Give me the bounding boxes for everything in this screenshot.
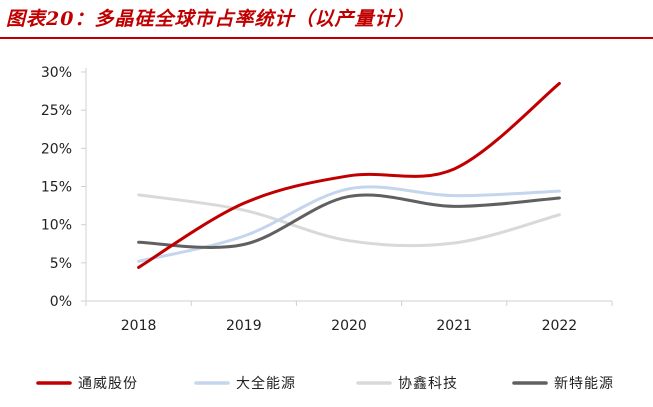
- axes: 0% 5% 10% 15% 20% 25% 30% 2018 2019 2020 2021 2022: [41, 65, 613, 334]
- series-line-1: [137, 81, 561, 269]
- y-tick-label: 25%: [41, 103, 72, 119]
- series-line-4: [137, 193, 561, 249]
- y-tick-label: 5%: [50, 256, 72, 272]
- legend-label: 大全能源: [236, 375, 296, 392]
- title-rule: [0, 37, 653, 39]
- x-tick-label: 2018: [121, 318, 157, 334]
- figure-title: 图表20：多晶硅全球市占率统计（以产量计）: [6, 8, 415, 30]
- x-tick-label: 2020: [331, 318, 367, 334]
- legend-label: 通威股份: [78, 376, 138, 392]
- y-tick-label: 30%: [41, 65, 72, 81]
- y-tick-label: 20%: [41, 141, 72, 157]
- series-lines: [137, 81, 561, 269]
- legend: 通威股份 大全能源 协鑫科技 新特能源: [36, 375, 614, 392]
- series-line-2: [137, 185, 561, 263]
- x-tick-label: 2021: [436, 318, 472, 334]
- y-tick-label: 0%: [50, 294, 72, 310]
- legend-label: 新特能源: [554, 376, 614, 392]
- y-tick-label: 15%: [41, 180, 72, 196]
- y-tick-label: 10%: [41, 218, 72, 234]
- x-tick-label: 2019: [226, 318, 262, 334]
- legend-label: 协鑫科技: [398, 375, 458, 392]
- series-line-3: [137, 193, 561, 248]
- x-tick-label: 2022: [542, 318, 578, 334]
